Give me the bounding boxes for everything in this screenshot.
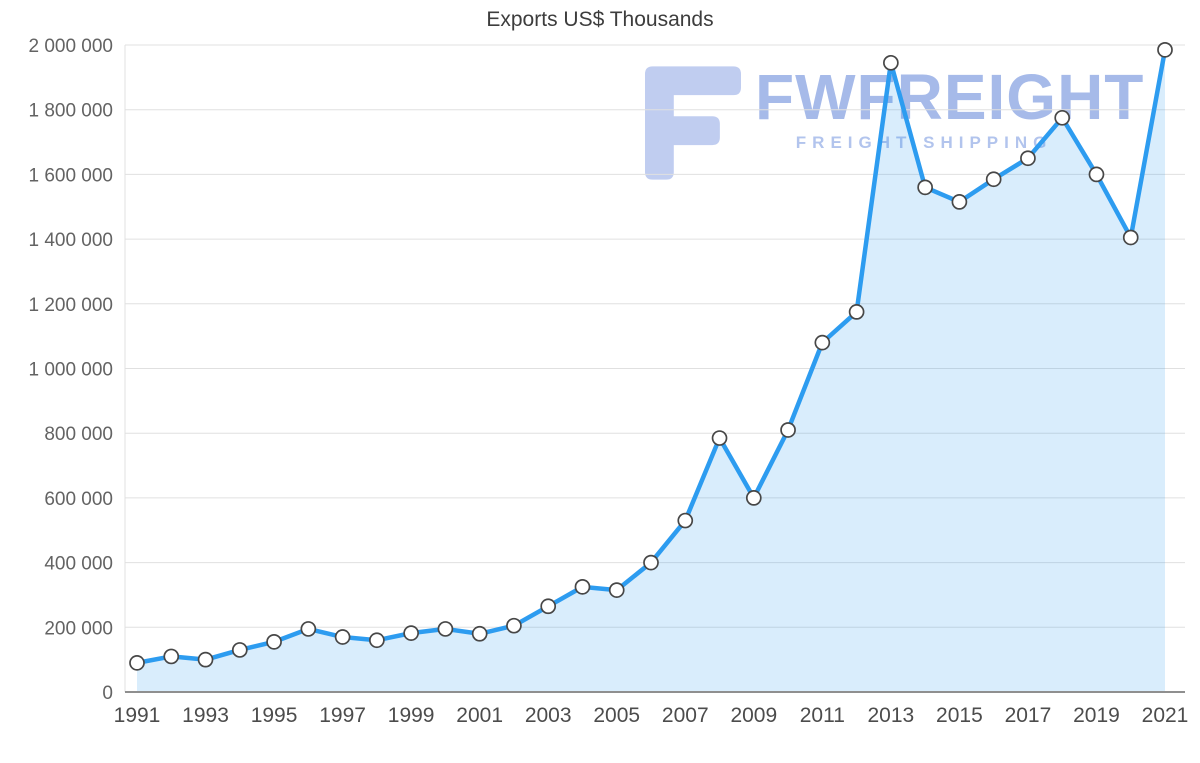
y-tick-label: 2 000 000: [28, 36, 113, 57]
data-point-1997[interactable]: [334, 629, 351, 645]
data-point-1999[interactable]: [403, 625, 419, 641]
data-point-2008[interactable]: [711, 430, 728, 446]
data-point-2004[interactable]: [574, 579, 591, 595]
data-point-2015[interactable]: [951, 194, 968, 210]
x-tick-label: 2021: [1142, 704, 1189, 727]
data-point-2016[interactable]: [985, 171, 1002, 188]
data-point-2017[interactable]: [1020, 150, 1036, 167]
x-tick-label: 2009: [730, 704, 777, 727]
y-tick-label: 1 200 000: [28, 295, 113, 316]
data-point-1992[interactable]: [163, 648, 180, 665]
x-tick-label: 2017: [1005, 704, 1052, 727]
data-point-1993[interactable]: [197, 651, 214, 668]
data-point-2012[interactable]: [848, 304, 865, 320]
data-point-2007[interactable]: [677, 512, 694, 529]
x-tick-label: 2011: [800, 704, 845, 727]
x-tick-label: 1993: [182, 704, 229, 727]
y-tick-label: 200 000: [44, 618, 113, 639]
series-area: [137, 49, 1165, 693]
data-point-2010[interactable]: [780, 422, 796, 438]
watermark: FWFREIGHT FREIGHT SHIPPING: [645, 61, 1145, 182]
watermark-text-column: FWFREIGHT FREIGHT SHIPPING: [755, 61, 1145, 153]
y-tick-label: 1 000 000: [28, 360, 113, 381]
data-point-2014[interactable]: [917, 179, 933, 196]
x-tick-label: 2015: [936, 704, 983, 727]
watermark-subtitle: FREIGHT SHIPPING: [795, 133, 1053, 153]
x-tick-label: 2007: [662, 704, 709, 727]
x-tick-label: 1997: [319, 704, 366, 727]
data-point-2020[interactable]: [1122, 229, 1139, 246]
data-point-2001[interactable]: [471, 625, 488, 642]
x-tick-label: 1995: [251, 704, 298, 727]
y-tick-label: 400 000: [44, 554, 113, 575]
y-tick-label: 600 000: [44, 489, 113, 510]
data-point-2000[interactable]: [437, 621, 454, 637]
data-point-1991[interactable]: [129, 655, 145, 671]
data-point-2011[interactable]: [814, 334, 831, 351]
data-point-1995[interactable]: [266, 634, 282, 650]
y-tick-label: 1 800 000: [28, 101, 113, 122]
data-point-2009[interactable]: [745, 490, 762, 506]
watermark-brand-text: FWFREIGHT: [755, 61, 1145, 133]
data-point-2006[interactable]: [643, 554, 659, 571]
x-tick-label: 2019: [1073, 704, 1120, 727]
data-point-2019[interactable]: [1088, 166, 1105, 183]
x-tick-label: 2013: [868, 704, 915, 727]
x-tick-label: 2001: [456, 704, 503, 727]
y-tick-label: 1 600 000: [28, 165, 113, 186]
data-point-1998[interactable]: [369, 632, 385, 649]
data-point-2002[interactable]: [506, 617, 522, 634]
x-tick-label: 2005: [593, 704, 640, 727]
data-point-2018[interactable]: [1054, 109, 1071, 126]
data-point-1994[interactable]: [231, 642, 248, 658]
y-tick-label: 800 000: [44, 424, 113, 445]
x-tick-label: 2003: [525, 704, 572, 727]
data-point-1996[interactable]: [300, 621, 317, 637]
data-point-2003[interactable]: [540, 598, 557, 615]
x-tick-label: 1999: [388, 704, 435, 727]
fwfreight-logo-icon: [645, 66, 741, 180]
data-point-2013[interactable]: [883, 54, 899, 71]
y-tick-label: 0: [102, 683, 113, 704]
y-tick-label: 1 400 000: [28, 230, 113, 251]
data-point-2021[interactable]: [1157, 42, 1173, 58]
x-tick-label: 1991: [114, 704, 161, 727]
chart-title: Exports US$ Thousands: [486, 8, 714, 31]
data-point-2005[interactable]: [608, 582, 625, 598]
